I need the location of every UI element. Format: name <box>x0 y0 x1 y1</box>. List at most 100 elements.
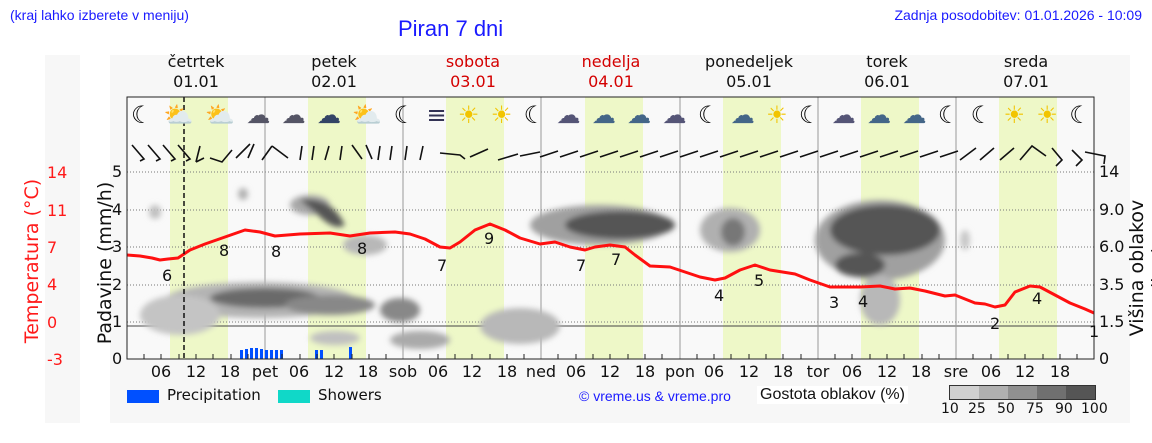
x-tick-label: 06 <box>841 362 863 381</box>
sun-icon: ☀ <box>1036 101 1058 129</box>
location-hint: (kraj lahko izberete v meniju) <box>10 7 189 23</box>
cloud-height-tick: 14 <box>1099 162 1120 181</box>
x-tick-label: 06 <box>565 362 587 381</box>
cloud-drizzle-icon: ☁ <box>246 101 271 129</box>
cloud-density-scale <box>949 385 1096 400</box>
precip-tick: 0 <box>112 349 123 368</box>
x-tick-label: 06 <box>980 362 1002 381</box>
temp-label: 5 <box>754 271 765 290</box>
sun-small-cloud-icon: ☀ <box>766 101 788 129</box>
cloud-height-axis-title: Višina oblakov (km) <box>1126 199 1152 337</box>
x-tick-label: 12 <box>461 362 483 381</box>
last-updated: Zadnja posodobitev: 01.01.2026 - 10:09 <box>894 7 1142 23</box>
temp-label: 4 <box>858 292 869 311</box>
precip-tick: 2 <box>112 275 123 294</box>
sun-small-cloud-icon: ☀ <box>490 101 513 129</box>
temp-label: 2 <box>990 314 1001 333</box>
moon-cloud-icon: ☾ <box>393 101 416 129</box>
temperature-line <box>126 222 1095 315</box>
cloud-icon: ☁ <box>867 101 892 129</box>
x-tick-label: 12 <box>1014 362 1036 381</box>
x-tick-label: 06 <box>150 362 172 381</box>
day-header: ponedeljek 05.01 <box>705 52 793 91</box>
cloud-icon: ☁ <box>730 101 755 129</box>
x-tick-label: 18 <box>357 362 379 381</box>
cloud-icon: ☁ <box>902 101 927 129</box>
showers-legend-label: Showers <box>318 386 382 404</box>
temp-tick: -3 <box>47 350 63 369</box>
precip-tick: 1 <box>112 312 123 331</box>
x-tick-label: tor <box>806 362 830 381</box>
x-tick-label: 18 <box>910 362 932 381</box>
moon-small-cloud-icon: ☾ <box>798 101 821 129</box>
moon-cloud-icon: ☾ <box>523 101 546 129</box>
sun-cloud-drizzle-icon: ⛅ <box>352 101 383 129</box>
cloud-height-tick: 3.5 <box>1099 275 1125 294</box>
cloud-icon: ☁ <box>556 101 581 129</box>
temp-tick: 7 <box>47 238 58 257</box>
cloud-height-tick: 6.0 <box>1099 237 1125 256</box>
cloud-icon: ☁ <box>831 101 856 129</box>
cloud-icon: ☁ <box>627 101 652 129</box>
x-tick-label: 18 <box>634 362 656 381</box>
day-header-weekend: nedelja 04.01 <box>581 52 641 91</box>
cloud-density-tick: 75 <box>1026 401 1044 417</box>
x-tick-label: 18 <box>496 362 518 381</box>
day-header: sreda 07.01 <box>1003 52 1049 91</box>
x-tick-label: 06 <box>288 362 310 381</box>
moon-cloud-icon: ☾ <box>937 101 960 129</box>
temp-tick: 11 <box>47 201 68 220</box>
temp-tick: 0 <box>47 313 58 332</box>
cloud-icon: ☁ <box>591 101 616 129</box>
copyright-link[interactable]: © vreme.us & vreme.pro <box>579 388 731 404</box>
day-header-weekend: sobota 03.01 <box>445 52 501 91</box>
cloud-density-layer <box>140 188 970 349</box>
temp-label: 4 <box>714 286 725 305</box>
sun-cloud-icon: ⛅ <box>205 101 235 129</box>
moon-small-cloud-icon: ☾ <box>970 101 993 129</box>
precipitation-swatch <box>127 390 159 403</box>
cloud-density-tick: 25 <box>968 401 986 417</box>
temp-label: 7 <box>576 256 587 275</box>
precip-tick: 5 <box>112 162 123 181</box>
cloud-density-tick: 90 <box>1055 401 1073 417</box>
temp-label: 7 <box>437 256 448 275</box>
cloud-height-tick: 9.0 <box>1099 200 1125 219</box>
cloud-drizzle-icon: ☁ <box>317 101 342 129</box>
cloud-density-title: Gostota oblakov (%) <box>757 386 908 404</box>
x-tick-label: 06 <box>703 362 725 381</box>
x-tick-label: 12 <box>323 362 345 381</box>
wind-barbs <box>131 143 1106 167</box>
sun-small-cloud-icon: ☀ <box>457 101 480 129</box>
temp-tick: 14 <box>47 163 68 182</box>
moon-fog-icon: ≡ <box>426 101 447 129</box>
temp-tick: 4 <box>47 275 58 294</box>
x-tick-label: 06 <box>427 362 449 381</box>
precipitation-legend-label: Precipitation <box>167 386 261 404</box>
temp-label: 7 <box>611 250 622 269</box>
cloud-density-tick: 50 <box>997 401 1015 417</box>
chart-title: Piran 7 dni <box>398 16 504 41</box>
sun-icon: ☀ <box>1003 101 1026 129</box>
x-tick-label: 12 <box>876 362 898 381</box>
x-tick-label: 18 <box>772 362 794 381</box>
x-tick-label: 18 <box>1049 362 1071 381</box>
day-header: petek 02.01 <box>311 52 357 91</box>
temp-label: 8 <box>219 241 230 260</box>
x-tick-label: pon <box>664 362 696 381</box>
temperature-axis-panel <box>45 55 80 423</box>
cloud-height-tick: 1.5 <box>1099 312 1125 331</box>
temp-label: 6 <box>162 266 173 285</box>
moon-icon: ☾ <box>1069 101 1091 129</box>
cloud-density-tick: 100 <box>1081 401 1108 417</box>
cloud-height-tick: 0 <box>1099 349 1110 368</box>
temp-label: 3 <box>829 293 840 312</box>
x-tick-label: pet <box>251 362 279 381</box>
x-tick-label: 18 <box>219 362 241 381</box>
day-header: četrtek 01.01 <box>167 52 225 91</box>
temperature-axis-title: Temperatura (°C) <box>21 178 43 344</box>
x-tick-marks <box>143 354 1078 359</box>
temp-label: 8 <box>271 242 282 261</box>
weather-icons-row: ☾ ⛅ ⛅ ☁ ☁ ☁ ⛅ ☾ ≡ ☀ ☀ ☾ ☁ ☁ ☁ ☁ ☾ ☁ ☀ ☾ … <box>131 98 1091 134</box>
x-tick-label: sre <box>943 362 969 381</box>
